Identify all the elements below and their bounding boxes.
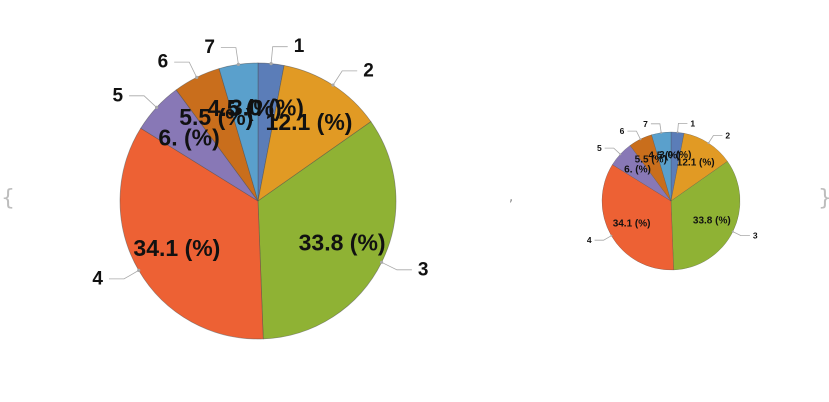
- leader-line-7: [650, 123, 662, 133]
- leader-dot-6: [639, 138, 642, 141]
- leader-line-7: [220, 47, 239, 65]
- leader-line-4: [109, 270, 139, 280]
- leader-line-5: [129, 95, 157, 108]
- category-label-5: 5: [597, 143, 602, 153]
- leader-dot-4: [610, 234, 613, 237]
- leader-line-1: [677, 123, 688, 133]
- leader-dot-1: [269, 62, 273, 66]
- leader-dot-4: [137, 268, 141, 272]
- leader-dot-6: [195, 75, 199, 79]
- category-label-3: 3: [418, 259, 429, 280]
- pie-chart-2: 1 2 3 4 5 6 7 3.0 (%)12.1 (%) 33.8 (%) 34.1 (%) 6.…: [587, 118, 758, 271]
- data-label-6: 5.5 (%): [635, 155, 667, 166]
- category-label-6: 6: [620, 126, 625, 136]
- category-label-5: 5: [113, 85, 124, 106]
- data-label-4: 34.1 (%): [613, 218, 651, 229]
- data-label-2: 12.1 (%): [266, 109, 353, 135]
- data-label-3: 33.8 (%): [693, 216, 731, 227]
- pie-chart-1: 1 2 3 4 5 6 7 3.0 (%)12.1 (%) 33.8 (%) 34.1 (%) 6.…: [92, 36, 429, 340]
- data-label-3: 33.8 (%): [299, 230, 386, 256]
- leader-dot-3: [731, 230, 734, 233]
- leader-line-5: [604, 147, 621, 155]
- leader-dot-2: [331, 83, 335, 87]
- data-label-4: 34.1 (%): [133, 235, 220, 261]
- category-label-7: 7: [204, 37, 215, 58]
- leader-dot-3: [380, 260, 384, 264]
- leader-line-2: [332, 70, 358, 86]
- leader-line-2: [708, 135, 723, 144]
- data-label-7: 4.5 (%): [648, 150, 680, 161]
- leader-line-4: [594, 235, 612, 241]
- leader-line-6: [627, 130, 641, 140]
- leader-line-1: [270, 46, 288, 64]
- category-label-1: 1: [294, 36, 305, 57]
- data-label-6: 5.5 (%): [179, 104, 253, 130]
- leader-dot-7: [236, 62, 240, 66]
- data-label-5: 6. (%): [624, 165, 651, 176]
- brace-open: {: [1, 186, 15, 211]
- category-label-3: 3: [753, 231, 758, 241]
- category-label-6: 6: [158, 52, 169, 73]
- leader-line-3: [381, 261, 412, 271]
- data-label-2: 12.1 (%): [677, 157, 715, 168]
- category-label-4: 4: [587, 235, 592, 245]
- data-label-1: 3.0 (%): [659, 150, 691, 161]
- leader-dot-5: [619, 153, 622, 156]
- data-label-7: 4.5 (%): [208, 95, 282, 121]
- brace-close: }: [818, 186, 829, 211]
- separator-comma: ,: [509, 190, 514, 205]
- leader-dot-1: [676, 131, 679, 134]
- leader-dot-2: [707, 142, 710, 145]
- data-label-1: 3.0 (%): [230, 95, 304, 121]
- leader-line-6: [174, 61, 198, 78]
- category-label-2: 2: [363, 60, 374, 81]
- leader-line-3: [732, 231, 750, 237]
- category-label-7: 7: [643, 119, 648, 129]
- leader-dot-7: [660, 131, 663, 134]
- category-label-2: 2: [725, 131, 730, 141]
- category-label-4: 4: [92, 268, 103, 289]
- data-label-5: 6. (%): [158, 124, 219, 150]
- category-label-1: 1: [690, 118, 695, 128]
- leader-dot-5: [155, 105, 159, 109]
